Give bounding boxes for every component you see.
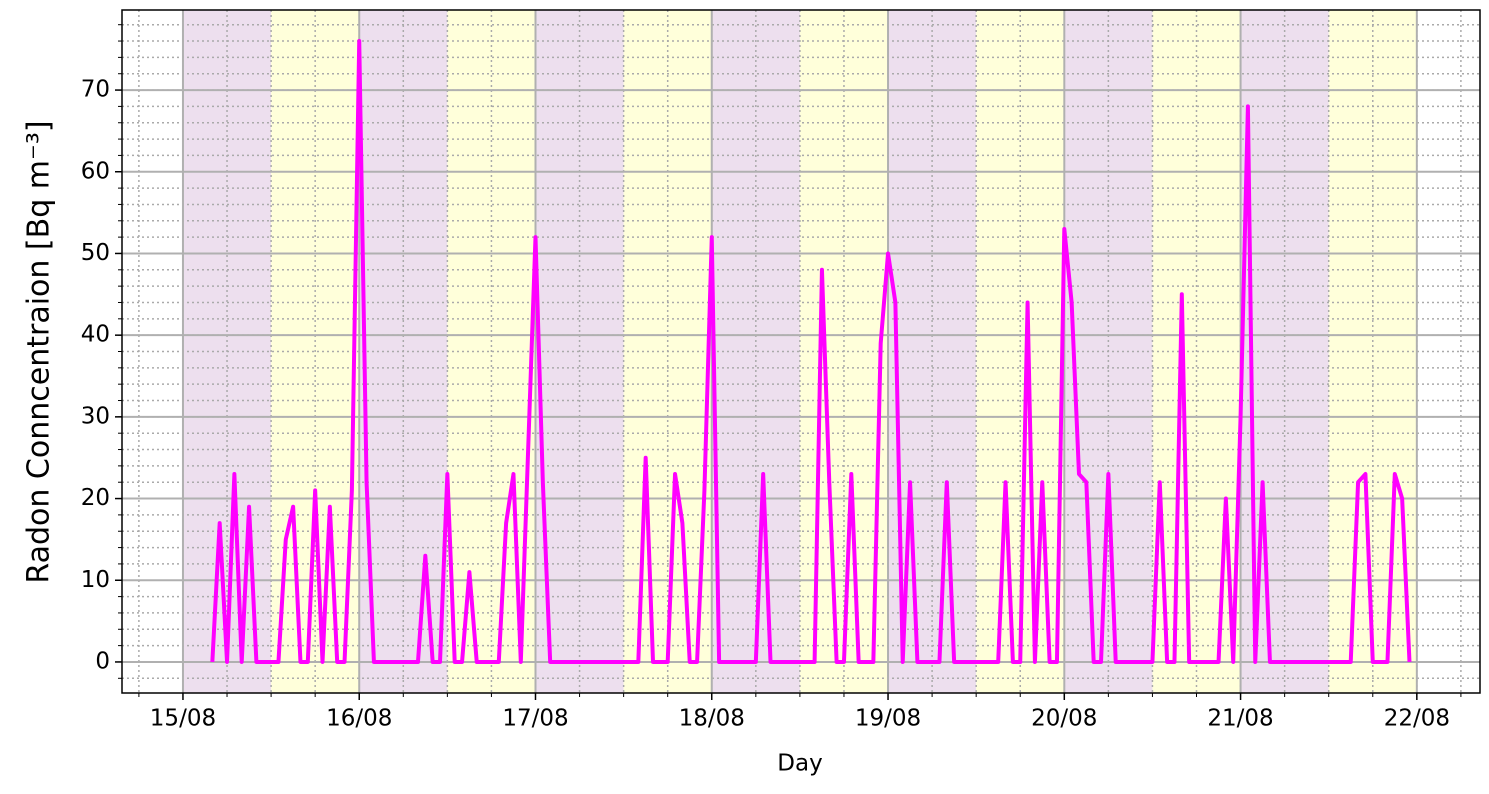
x-tick-label: 20/08 <box>1031 706 1097 732</box>
y-tick-label: 50 <box>81 240 110 266</box>
y-axis-label: Radon Conncentraion [Bq m⁻³] <box>22 120 57 583</box>
plot-frame <box>121 9 1481 694</box>
y-tick-label: 10 <box>81 567 110 593</box>
y-tick-label: 40 <box>81 322 110 348</box>
x-tick-label: 17/08 <box>502 706 568 732</box>
x-tick-label: 16/08 <box>326 706 392 732</box>
y-tick-label: 30 <box>81 403 110 429</box>
x-tick-label: 18/08 <box>679 706 745 732</box>
x-tick-label: 21/08 <box>1207 706 1273 732</box>
y-tick-label: 70 <box>81 77 110 103</box>
y-tick-label: 0 <box>95 648 110 674</box>
x-tick-label: 15/08 <box>150 706 216 732</box>
x-tick-label: 19/08 <box>855 706 921 732</box>
x-axis-label: Day <box>777 751 822 777</box>
data-line <box>210 39 1412 664</box>
x-tick-label: 22/08 <box>1384 706 1450 732</box>
y-tick-label: 20 <box>81 485 110 511</box>
y-tick-label: 60 <box>81 158 110 184</box>
